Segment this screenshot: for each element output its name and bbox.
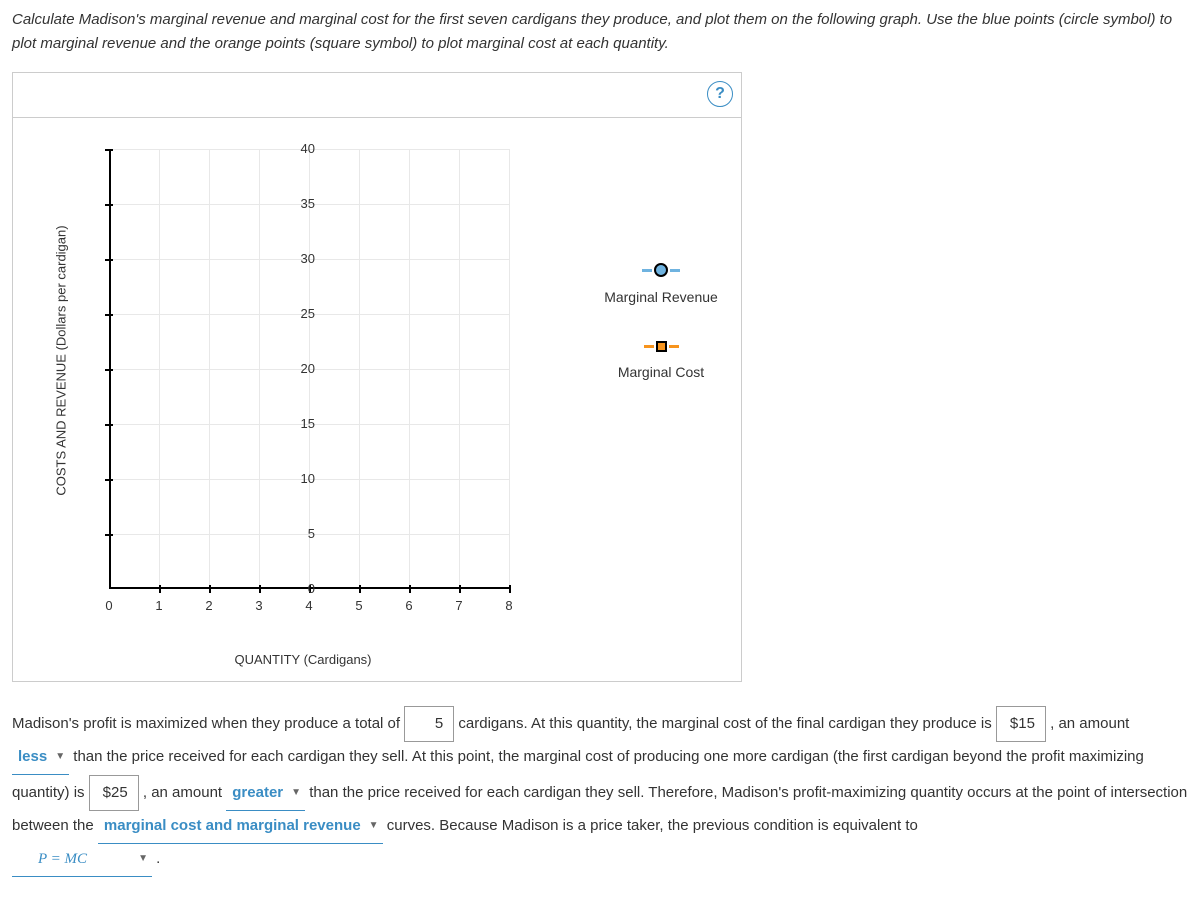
x-tick-label: 4 [299,598,319,613]
text-segment: , an amount [1050,715,1129,732]
chart-area[interactable]: COSTS AND REVENUE (Dollars per cardigan) [41,133,721,673]
y-tick-label: 35 [275,196,315,211]
less-dropdown[interactable]: less ▼ [12,742,69,775]
text-segment: cardigans. At this quantity, the margina… [458,715,996,732]
y-tick [105,424,113,426]
y-tick-label: 15 [275,416,315,431]
y-tick-label: 10 [275,471,315,486]
x-tick-label: 8 [499,598,519,613]
x-tick [359,585,361,593]
graph-panel: ? COSTS AND REVENUE (Dollars per cardiga… [12,72,742,682]
square-icon [581,341,741,352]
x-tick-label: 3 [249,598,269,613]
x-tick-label: 7 [449,598,469,613]
y-tick [105,534,113,536]
legend-label: Marginal Revenue [581,289,741,305]
gridline-v [509,149,510,589]
y-tick [105,369,113,371]
legend-item-mc[interactable]: Marginal Cost [581,341,741,380]
dropdown-value: greater [232,778,283,808]
y-tick [105,314,113,316]
x-tick-label: 2 [199,598,219,613]
y-tick-label: 25 [275,306,315,321]
help-icon[interactable]: ? [707,81,733,107]
y-tick [105,259,113,261]
y-tick-label: 0 [275,581,315,596]
text-segment: curves. Because Madison is a price taker… [387,817,918,834]
text-segment: , an amount [143,784,226,801]
greater-dropdown[interactable]: greater ▼ [226,778,305,811]
x-tick [509,585,511,593]
condition-dropdown[interactable]: P = MC ▼ [12,844,152,877]
x-tick [259,585,261,593]
answer-paragraph: Madison's profit is maximized when they … [12,706,1188,877]
instruction-text: Calculate Madison's marginal revenue and… [12,8,1188,56]
chevron-down-icon: ▼ [369,816,379,836]
chevron-down-icon: ▼ [55,747,65,767]
text-segment: . [156,850,160,867]
y-tick [105,149,113,151]
x-tick [209,585,211,593]
x-tick-label: 0 [99,598,119,613]
legend: Marginal Revenue Marginal Cost [581,263,741,416]
dropdown-value: less [18,742,47,772]
x-tick [459,585,461,593]
circle-icon [581,263,741,277]
y-tick-label: 30 [275,251,315,266]
y-tick [105,204,113,206]
chevron-down-icon: ▼ [291,783,301,803]
y-tick [105,479,113,481]
x-tick-label: 6 [399,598,419,613]
dropdown-value: marginal cost and marginal revenue [104,811,361,841]
legend-item-mr[interactable]: Marginal Revenue [581,263,741,305]
chevron-down-icon: ▼ [138,849,148,869]
x-tick [409,585,411,593]
mc1-input[interactable]: $15 [996,706,1046,742]
curves-dropdown[interactable]: marginal cost and marginal revenue ▼ [98,811,383,844]
quantity-input[interactable]: 5 [404,706,454,742]
panel-divider [13,117,741,118]
x-tick-label: 5 [349,598,369,613]
x-tick [159,585,161,593]
y-axis-label: COSTS AND REVENUE (Dollars per cardigan) [54,206,69,516]
mc2-input[interactable]: $25 [89,775,139,811]
y-tick-label: 5 [275,526,315,541]
text-segment: Madison's profit is maximized when they … [12,715,404,732]
dropdown-value: P = MC [38,844,87,874]
legend-label: Marginal Cost [581,364,741,380]
x-axis-label: QUANTITY (Cardigans) [103,652,503,667]
y-tick-label: 20 [275,361,315,376]
y-tick-label: 40 [275,141,315,156]
x-tick-label: 1 [149,598,169,613]
